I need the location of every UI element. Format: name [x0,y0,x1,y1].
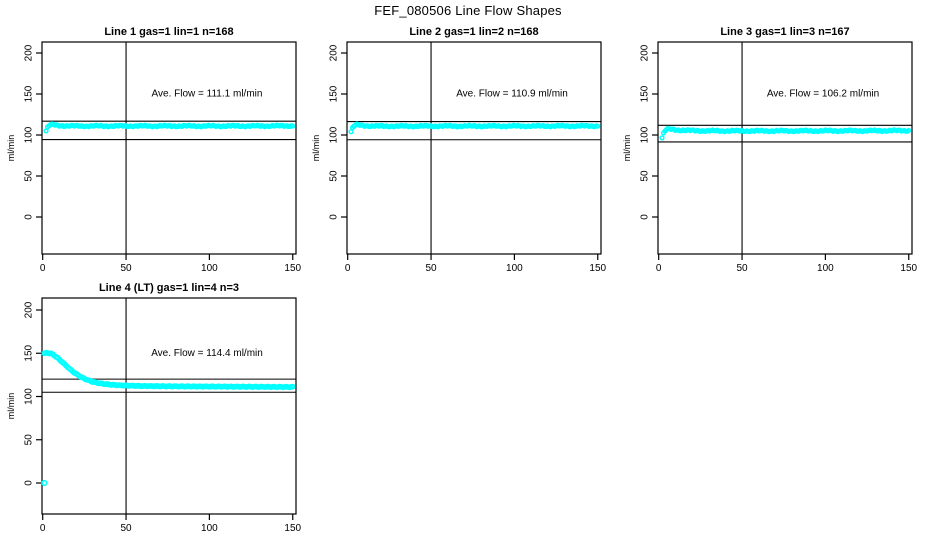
data-series [43,121,296,134]
y-tick-label: 100 [329,126,340,143]
panel-title: Line 2 gas=1 lin=2 n=168 [409,26,538,38]
y-tick-label: 100 [640,126,651,143]
ave-flow-annotation: Ave. Flow = 106.2 ml/min [767,88,879,99]
panel-line-1: Line 1 gas=1 lin=1 n=168 0 50 100 150 200 0 50 1… [6,26,302,274]
ave-flow-annotation: Ave. Flow = 111.1 ml/min [152,88,263,99]
y-tick-label: 0 [329,214,340,220]
x-tick-label: 150 [284,523,301,534]
y-tick-label: 150 [640,85,651,102]
panel-title: Line 4 (LT) gas=1 lin=4 n=3 [99,282,239,294]
panel-title: Line 3 gas=1 lin=3 n=167 [720,26,849,38]
x-tick-label: 100 [817,263,834,274]
y-axis-label: ml/min [622,135,632,162]
panel-line-4: Line 4 (LT) gas=1 lin=4 n=3 0 50 100 150 200 0… [6,282,302,534]
y-axis-label: ml/min [6,135,16,162]
plot-box [657,41,913,255]
plot-box [41,297,297,515]
y-tick-label: 50 [329,170,340,182]
y-tick-label: 200 [329,44,340,61]
y-tick-label: 50 [24,170,35,182]
y-tick-label: 0 [640,214,651,220]
figure-title: FEF_080506 Line Flow Shapes [374,3,562,18]
y-tick-label: 50 [640,170,651,182]
plot-box [41,41,297,255]
y-tick-label: 200 [24,44,35,61]
panel-line-3: Line 3 gas=1 lin=3 n=167 0 50 100 150 200 0 50 1… [622,26,918,274]
x-tick-label: 150 [284,263,301,274]
x-tick-label: 150 [900,263,917,274]
data-series [659,125,912,141]
outlier-point [41,479,48,487]
y-tick-label: 0 [24,480,35,486]
x-tick-label: 0 [656,263,662,274]
panel-line-2: Line 2 gas=1 lin=2 n=168 0 50 100 150 200 0 50 1… [311,26,607,274]
y-tick-label: 150 [24,344,35,361]
data-series [41,349,296,391]
x-tick-label: 50 [736,263,748,274]
y-tick-label: 100 [24,126,35,143]
y-tick-label: 200 [24,301,35,318]
x-tick-label: 0 [40,523,46,534]
x-tick-label: 100 [201,263,218,274]
y-tick-label: 0 [24,214,35,220]
ave-flow-annotation: Ave. Flow = 114.4 ml/min [151,348,263,359]
panel-title: Line 1 gas=1 lin=1 n=168 [104,26,233,38]
x-tick-label: 0 [40,263,46,274]
x-tick-label: 50 [425,263,437,274]
x-tick-label: 50 [120,523,132,534]
y-axis-label: ml/min [6,393,16,420]
x-tick-label: 150 [589,263,606,274]
y-tick-label: 150 [24,85,35,102]
y-axis-label: ml/min [311,135,321,162]
x-tick-label: 0 [345,263,351,274]
x-tick-label: 100 [201,523,218,534]
y-tick-label: 100 [24,388,35,405]
plot-box [346,41,602,255]
y-tick-label: 150 [329,85,340,102]
data-series [348,121,601,135]
ave-flow-annotation: Ave. Flow = 110.9 ml/min [456,88,568,99]
x-tick-label: 50 [120,263,132,274]
x-tick-label: 100 [506,263,523,274]
y-tick-label: 200 [640,44,651,61]
y-tick-label: 50 [24,434,35,446]
